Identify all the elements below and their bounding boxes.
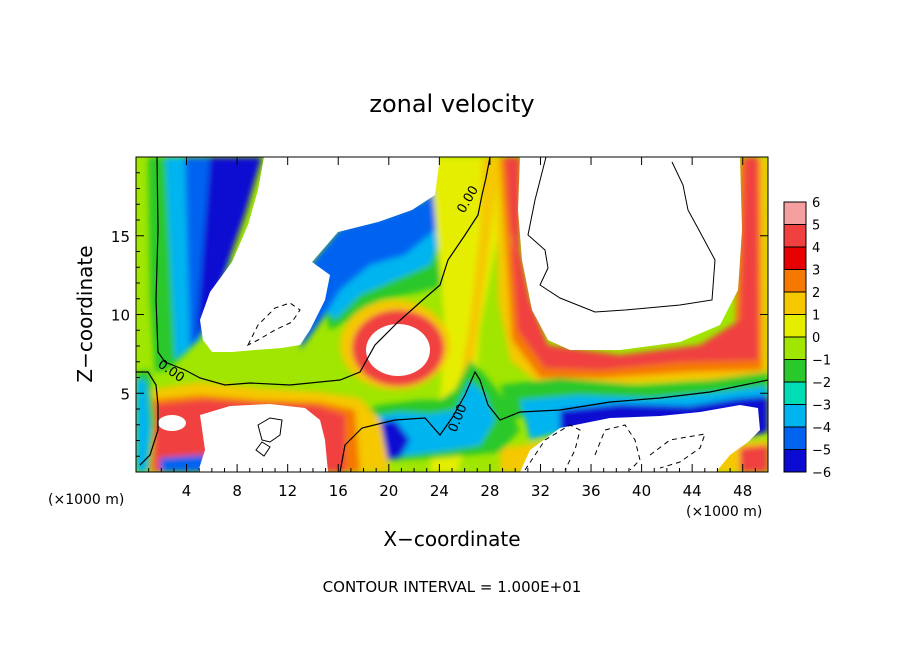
contour-zero-lower — [339, 370, 768, 472]
colorbar-label: 4 — [812, 241, 820, 256]
colorbar-swatch — [784, 314, 806, 337]
colorbar-label: −2 — [812, 376, 831, 391]
x-tick-label: 48 — [733, 482, 752, 500]
masked-region — [158, 415, 186, 431]
colorbar-label: −6 — [812, 466, 831, 481]
colorbar-label: 3 — [812, 264, 820, 279]
x-tick-label: 44 — [683, 482, 702, 500]
x-tick-label: 16 — [329, 482, 348, 500]
colorbar-swatch — [784, 337, 806, 360]
masked-region — [200, 157, 440, 352]
masked-region — [518, 157, 742, 350]
colorbar-swatch — [784, 292, 806, 315]
contour-zero-mid — [136, 371, 159, 466]
contour-zero-left — [155, 157, 491, 386]
y-tick-label: 5 — [120, 385, 130, 403]
colorbar-swatch — [784, 382, 806, 405]
colorbar-swatch — [784, 269, 806, 292]
x-tick-label: 28 — [480, 482, 499, 500]
contour-solid-small — [255, 441, 271, 457]
colorbar-label: 1 — [812, 309, 820, 324]
colorbar: 6 5 4 3 2 1 0 −1 −2 −3 −4 −5 −6 — [783, 196, 831, 481]
contour-dashed — [649, 433, 706, 469]
x-tick-label: 8 — [232, 482, 242, 500]
chart-title: zonal velocity — [369, 90, 534, 118]
colorbar-label: 5 — [812, 219, 820, 234]
x-tick-label: 20 — [379, 482, 398, 500]
contour-lines — [136, 157, 768, 472]
y-tick-label: 10 — [111, 307, 130, 325]
colorbar-label: −1 — [812, 354, 831, 369]
x-tick-label: 40 — [632, 482, 651, 500]
contour-dashed — [246, 302, 301, 347]
x-unit-right: (×1000 m) — [686, 504, 762, 520]
y-axis-title: Z−coordinate — [73, 245, 97, 382]
contour-dashed — [524, 424, 581, 471]
colorbar-swatch — [784, 202, 806, 225]
x-tick-label: 32 — [531, 482, 550, 500]
field-band — [136, 380, 150, 472]
velocity-field — [136, 157, 768, 472]
x-tick-label: 12 — [278, 482, 297, 500]
colorbar-label: −5 — [812, 444, 831, 459]
masked-region — [520, 405, 760, 472]
colorbar-swatch — [784, 404, 806, 427]
colorbar-label: 6 — [812, 196, 820, 211]
y-axis: 5 10 15 — [111, 172, 768, 457]
contour-dashed — [594, 424, 641, 471]
colorbar-label: −4 — [812, 421, 831, 436]
x-tick-label: 36 — [581, 482, 600, 500]
contour-solid-small — [257, 417, 283, 443]
x-tick-label: 4 — [182, 482, 192, 500]
colorbar-swatch — [784, 247, 806, 270]
colorbar-label: −3 — [812, 399, 831, 414]
colorbar-swatch — [784, 449, 806, 472]
field-band — [740, 445, 768, 472]
contour-interval-footer: CONTOUR INTERVAL = 1.000E+01 — [323, 578, 582, 596]
field-band — [505, 157, 758, 370]
x-unit-left: (×1000 m) — [48, 492, 124, 508]
colorbar-label: 2 — [812, 286, 820, 301]
field-band — [460, 157, 500, 380]
field-band — [300, 157, 462, 350]
contour-solid-right — [527, 157, 716, 313]
x-axis: 4 8 12 16 20 24 28 32 36 40 44 48 — [148, 157, 756, 500]
x-axis-title: X−coordinate — [383, 527, 520, 551]
masked-region — [366, 324, 430, 376]
x-tick-label: 24 — [430, 482, 449, 500]
colorbar-swatch — [784, 427, 806, 450]
colorbar-swatch — [784, 359, 806, 382]
colorbar-label: 0 — [812, 331, 820, 346]
masked-region — [198, 404, 328, 472]
y-tick-label: 15 — [111, 228, 130, 246]
colorbar-swatch — [784, 224, 806, 247]
